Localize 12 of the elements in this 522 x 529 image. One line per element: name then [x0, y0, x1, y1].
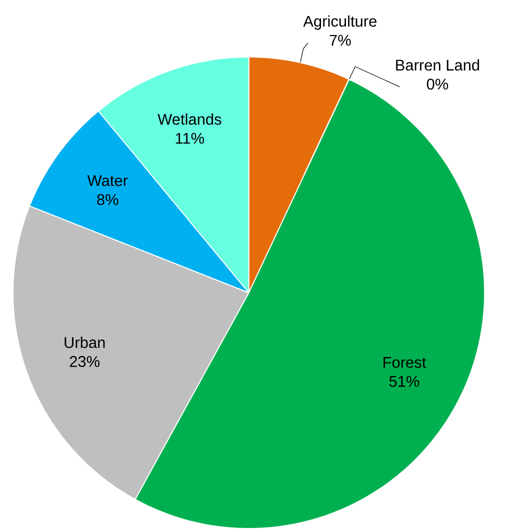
data-label: 11% [176, 132, 204, 144]
category-label: Barren Land [396, 59, 480, 71]
slice-label: Forest [384, 357, 426, 368]
slice-label: Agriculture [303, 15, 377, 30]
slice-label: Wetlands [158, 113, 222, 125]
data-label: 51% [390, 376, 420, 387]
text: 0% [427, 78, 448, 90]
data-label: 8% [97, 194, 118, 206]
slice-label: Water [88, 175, 128, 186]
slice-label: Urban [64, 336, 105, 348]
data-label: 23% [70, 356, 100, 368]
data-label: 7% [330, 34, 352, 46]
